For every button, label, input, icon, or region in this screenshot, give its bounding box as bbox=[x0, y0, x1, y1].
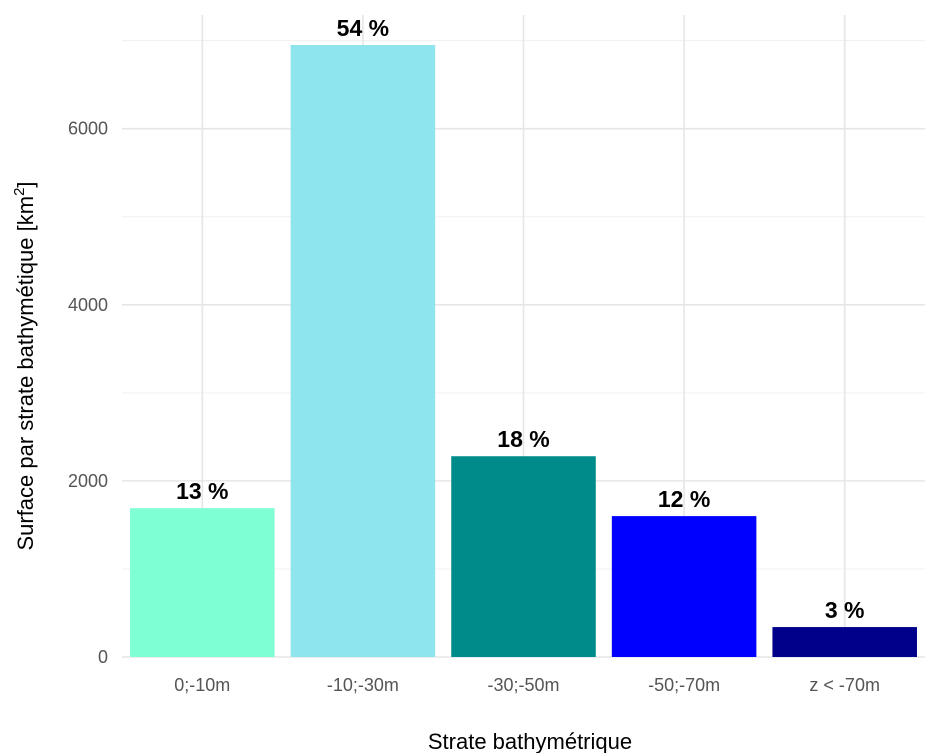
y-axis-title-main: Surface par strate bathymétique bbox=[13, 231, 38, 550]
bar bbox=[130, 508, 275, 657]
y-axis-title: Surface par strate bathymétique [km2] bbox=[11, 181, 38, 550]
y-tick-label: 4000 bbox=[68, 295, 108, 315]
y-tick-label: 0 bbox=[98, 647, 108, 667]
y-axis-title-superscript: 2 bbox=[11, 188, 28, 196]
x-tick-label: 0;-10m bbox=[174, 675, 230, 695]
x-tick-label: z < -70m bbox=[809, 675, 880, 695]
y-axis-ticks: 0 2000 4000 6000 bbox=[68, 119, 108, 667]
y-axis-title-unit: km bbox=[13, 196, 38, 225]
bar-data-label: 18 % bbox=[497, 426, 549, 452]
bar bbox=[772, 627, 917, 657]
bar bbox=[611, 516, 757, 657]
bar-data-label: 12 % bbox=[658, 486, 710, 512]
x-tick-label: -50;-70m bbox=[648, 675, 720, 695]
y-tick-label: 6000 bbox=[68, 119, 108, 139]
bar-data-label: 54 % bbox=[337, 15, 389, 41]
x-axis-ticks: 0;-10m -10;-30m -30;-50m -50;-70m z < -70m bbox=[174, 675, 880, 695]
data-labels: 13 % 54 % 18 % 12 % 3 % bbox=[176, 15, 864, 623]
x-tick-label: -30;-50m bbox=[487, 675, 559, 695]
bar-data-label: 13 % bbox=[176, 478, 228, 504]
bar bbox=[290, 45, 436, 657]
y-tick-label: 2000 bbox=[68, 471, 108, 491]
bar bbox=[451, 456, 596, 657]
y-axis-title-bracket-open: [ bbox=[13, 225, 38, 231]
x-tick-label: -10;-30m bbox=[327, 675, 399, 695]
bar-data-label: 3 % bbox=[825, 597, 865, 623]
x-axis-title: Strate bathymétrique bbox=[428, 729, 632, 753]
y-axis-title-bracket-close: ] bbox=[13, 181, 38, 187]
bars bbox=[130, 45, 917, 657]
